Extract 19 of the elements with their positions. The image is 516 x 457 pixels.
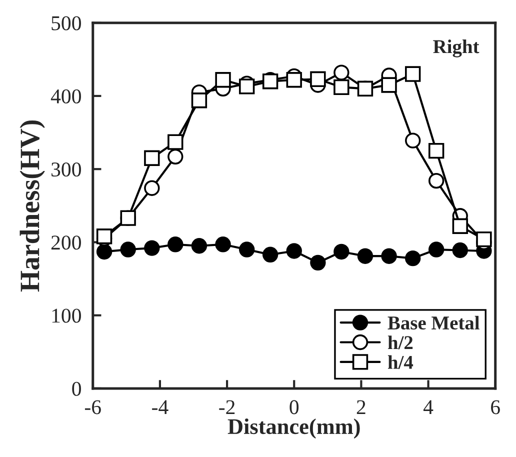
x-tick-label: -6 xyxy=(84,400,101,414)
x-tick-label: 2 xyxy=(356,400,366,414)
legend-label: Base Metal xyxy=(388,316,480,330)
annotation: Right xyxy=(433,40,480,58)
x-tick-label: -4 xyxy=(152,400,168,414)
y-tick-label: 500 xyxy=(52,16,81,30)
y-tick-label: 400 xyxy=(50,89,81,104)
y-tick-label: 200 xyxy=(51,236,81,250)
x-tick-label: 6 xyxy=(491,400,500,414)
y-tick-label: 100 xyxy=(52,308,81,323)
y-tick-label: 300 xyxy=(52,162,81,177)
legend-label: h/4 xyxy=(388,355,414,369)
legend-label: h/2 xyxy=(388,336,413,350)
y-tick-label: 0 xyxy=(72,382,81,396)
y-axis-title: Hardness(HV) xyxy=(20,120,45,292)
x-tick-label: -2 xyxy=(219,400,235,414)
x-axis-title: Distance(mm) xyxy=(228,418,360,439)
x-tick-label: 0 xyxy=(290,400,299,414)
x-tick-label: 4 xyxy=(423,400,434,414)
